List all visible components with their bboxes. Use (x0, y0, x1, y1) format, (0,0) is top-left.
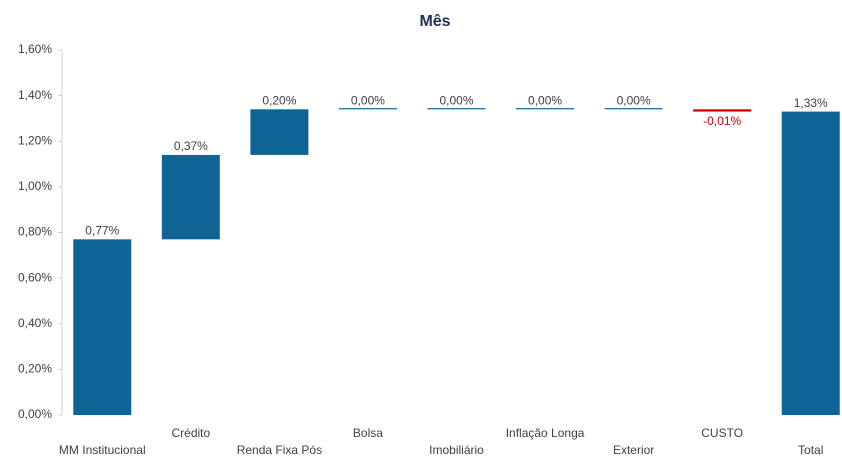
y-tick-label: 0,20% (18, 362, 52, 376)
bar (516, 108, 575, 110)
bar (338, 108, 397, 110)
bar (693, 109, 752, 112)
bar (781, 111, 840, 415)
bar (604, 108, 663, 110)
x-tick-label: MM Institucional (59, 443, 146, 457)
data-label: 0,20% (262, 93, 296, 107)
bar (73, 239, 132, 415)
y-tick-label: 0,40% (18, 316, 52, 330)
data-label: 0,00% (439, 93, 473, 107)
x-tick-label: CUSTO (701, 426, 743, 440)
bar (427, 108, 486, 110)
data-label: 0,37% (174, 139, 208, 153)
y-tick-label: 1,40% (18, 88, 52, 102)
data-label: -0,01% (703, 114, 741, 128)
y-tick-label: 1,20% (18, 133, 52, 147)
x-tick-label: Bolsa (353, 426, 383, 440)
data-label: 0,00% (528, 93, 562, 107)
data-label: 0,00% (351, 93, 385, 107)
bar (161, 154, 220, 240)
y-tick-label: 0,60% (18, 270, 52, 284)
x-tick-label: Crédito (171, 426, 210, 440)
x-tick-label: Renda Fixa Pós (237, 443, 322, 457)
y-tick-label: 0,00% (18, 407, 52, 421)
x-tick-label: Inflação Longa (506, 426, 585, 440)
x-tick-label: Total (798, 443, 823, 457)
y-tick-label: 0,80% (18, 225, 52, 239)
x-tick-label: Imobiliário (429, 443, 484, 457)
y-tick-label: 1,00% (18, 179, 52, 193)
y-tick-label: 1,60% (18, 42, 52, 56)
bar (250, 109, 309, 155)
chart-title: Mês (419, 13, 450, 30)
data-label: 0,00% (617, 93, 651, 107)
data-label: 0,77% (85, 224, 119, 238)
data-label: 1,33% (794, 96, 828, 110)
x-tick-label: Exterior (613, 443, 654, 457)
